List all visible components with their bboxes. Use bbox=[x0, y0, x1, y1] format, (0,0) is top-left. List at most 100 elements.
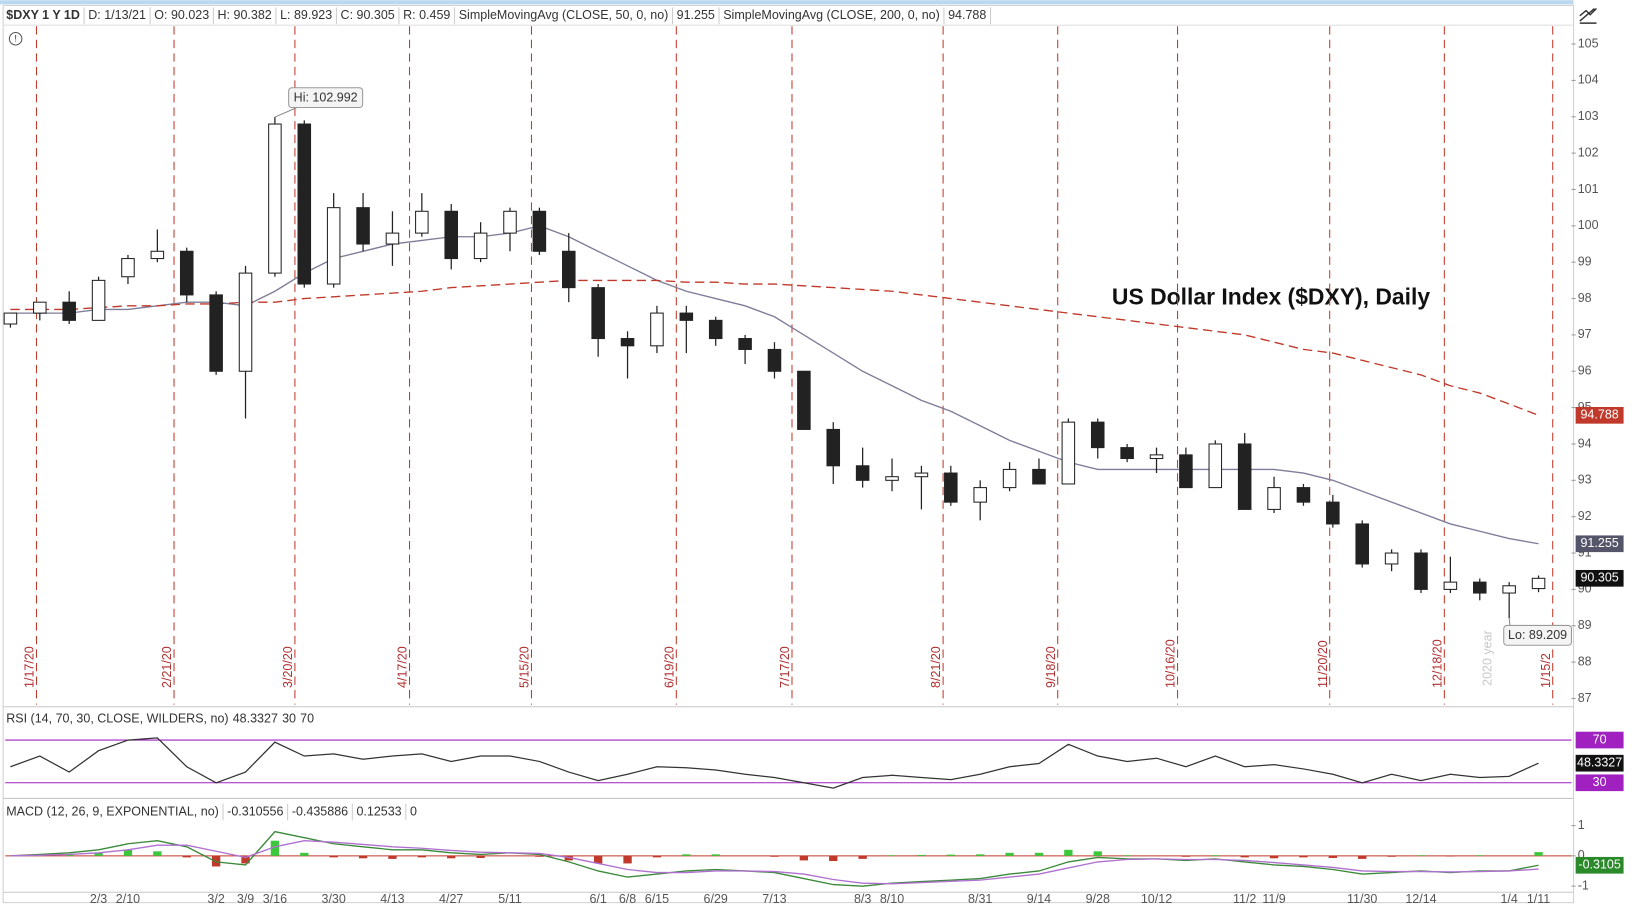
price-badge bbox=[1575, 731, 1624, 749]
histogram-bar bbox=[1181, 855, 1191, 857]
candle-body bbox=[385, 232, 400, 245]
x-tick-label: 3/9 bbox=[237, 892, 254, 906]
histogram-bar bbox=[858, 855, 867, 859]
x-tick-label: 3/2 bbox=[207, 892, 224, 906]
header-item: 0 bbox=[410, 804, 417, 818]
x-tick-label: 10/12 bbox=[1141, 892, 1172, 906]
histogram-bar bbox=[153, 851, 162, 856]
histogram-bar bbox=[270, 840, 280, 856]
histogram-bar bbox=[417, 855, 427, 858]
drawing-tool-icon[interactable] bbox=[1579, 7, 1598, 24]
header-item: -0.435886 bbox=[292, 804, 348, 818]
y-tick-label: 97 bbox=[1578, 327, 1592, 341]
candle-body bbox=[562, 250, 576, 289]
histogram-bar bbox=[1534, 852, 1543, 856]
candle-body bbox=[150, 250, 165, 260]
y-tick-label: 99 bbox=[1578, 254, 1592, 268]
candle-body bbox=[797, 370, 811, 430]
x-tick-label: 11/9 bbox=[1262, 892, 1285, 906]
event-label: 12/18/20 bbox=[1430, 639, 1444, 688]
frame bbox=[2, 4, 1575, 904]
candle-body bbox=[415, 210, 429, 234]
price-badge bbox=[1575, 406, 1624, 424]
histogram-bar bbox=[241, 855, 250, 864]
histogram-bar bbox=[652, 855, 662, 858]
y-tick-label: 103 bbox=[1578, 109, 1599, 123]
candle-body bbox=[973, 487, 987, 503]
histogram-bar bbox=[94, 852, 103, 856]
header-item: R: 0.459 bbox=[403, 8, 450, 22]
x-tick-label: 6/8 bbox=[619, 892, 636, 906]
histogram-bar bbox=[65, 854, 74, 856]
y-tick-label: 105 bbox=[1578, 36, 1599, 50]
x-tick-label: 3/16 bbox=[263, 892, 287, 906]
y-tick-label: 0 bbox=[1578, 848, 1585, 862]
header-item: L: 89.923 bbox=[280, 8, 332, 22]
histogram-bar bbox=[1416, 855, 1426, 856]
histogram-bar bbox=[976, 854, 985, 856]
x-tick-label: 4/27 bbox=[439, 892, 463, 906]
histogram-bar bbox=[182, 855, 191, 858]
candle-body bbox=[738, 338, 752, 350]
y-tick-label: 92 bbox=[1578, 509, 1592, 523]
x-tick-label: 11/30 bbox=[1347, 892, 1377, 906]
info-icon-mark: ! bbox=[14, 34, 17, 44]
year-label: 2020 year bbox=[1480, 630, 1494, 686]
event-label: 6/19/20 bbox=[662, 646, 676, 688]
header-item: $DXY 1 Y 1D bbox=[6, 8, 80, 22]
histogram-bar bbox=[917, 854, 926, 856]
event-label: 7/17/20 bbox=[778, 646, 792, 688]
x-tick-label: 2/3 bbox=[90, 892, 107, 906]
header-item: 30 bbox=[282, 712, 296, 726]
header-item: 0.12533 bbox=[356, 804, 401, 818]
header-item: H: 90.382 bbox=[218, 8, 272, 22]
event-label: 10/16/20 bbox=[1164, 639, 1178, 688]
candle-body bbox=[473, 232, 488, 260]
candle-body bbox=[444, 210, 458, 260]
histogram-bar bbox=[564, 855, 573, 861]
event-label: 8/21/20 bbox=[929, 646, 943, 688]
candle-body bbox=[1237, 443, 1252, 510]
annotation-box bbox=[288, 87, 364, 109]
moving-average-line bbox=[10, 225, 1539, 545]
candle-body bbox=[679, 312, 694, 321]
candle-body bbox=[1032, 468, 1046, 485]
histogram-bar bbox=[329, 855, 338, 858]
candle-body bbox=[1149, 454, 1164, 460]
y-tick-label: 96 bbox=[1578, 364, 1592, 378]
price-badge bbox=[1575, 856, 1624, 874]
price-badge bbox=[1575, 754, 1624, 772]
price-badge bbox=[1575, 535, 1624, 553]
y-tick-label: 89 bbox=[1578, 618, 1592, 632]
histogram-bar bbox=[887, 855, 897, 856]
price-badge bbox=[1575, 569, 1624, 587]
candle-body bbox=[3, 312, 18, 325]
y-tick-label: 100 bbox=[1578, 218, 1599, 232]
histogram-bar bbox=[623, 855, 632, 864]
histogram-bar bbox=[358, 855, 368, 859]
histogram-bar bbox=[535, 855, 544, 857]
x-tick-label: 6/29 bbox=[704, 892, 728, 906]
candle-body bbox=[179, 250, 194, 296]
candle-body bbox=[620, 338, 635, 347]
chart-title: US Dollar Index ($DXY), Daily bbox=[1112, 283, 1430, 309]
candle-body bbox=[268, 123, 282, 274]
header-item: -0.310556 bbox=[227, 804, 283, 818]
y-tick-label: 94 bbox=[1578, 436, 1592, 450]
candle-body bbox=[708, 319, 723, 340]
x-tick-label: 12/14 bbox=[1405, 892, 1436, 906]
candle-body bbox=[826, 428, 841, 467]
candle-body bbox=[1061, 421, 1076, 485]
candle-body bbox=[1296, 487, 1311, 503]
histogram-bar bbox=[1122, 855, 1132, 856]
info-icon[interactable] bbox=[8, 31, 23, 46]
histogram-bar bbox=[799, 855, 809, 861]
y-tick-label: 93 bbox=[1578, 473, 1592, 487]
event-label: 2/21/20 bbox=[160, 646, 174, 688]
x-tick-label: 1/11 bbox=[1527, 892, 1550, 906]
candle-body bbox=[1472, 581, 1487, 594]
candle-body bbox=[1355, 523, 1369, 565]
histogram-bar bbox=[829, 855, 838, 862]
